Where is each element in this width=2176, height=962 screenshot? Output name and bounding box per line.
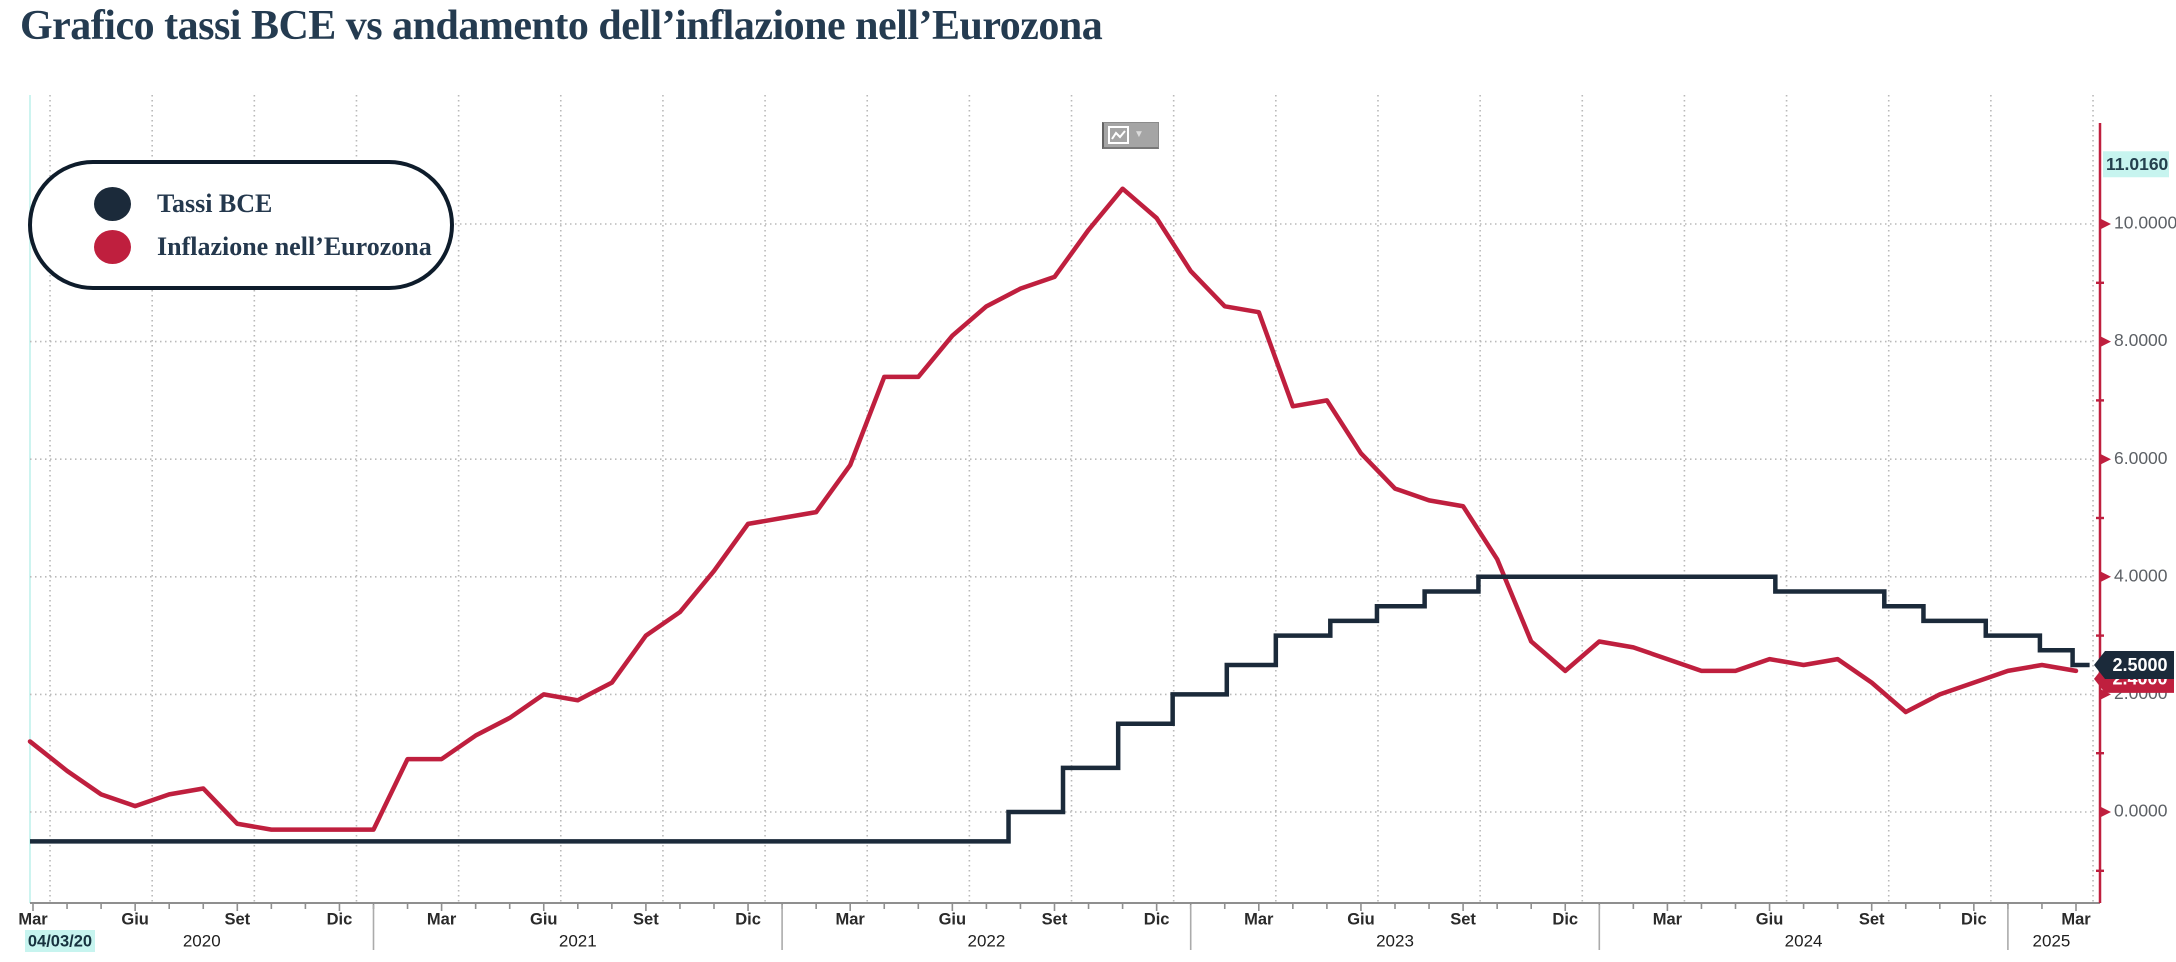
- page-title: Grafico tassi BCE vs andamento dell’infl…: [20, 3, 1103, 49]
- x-month-label: Giu: [1347, 910, 1375, 928]
- x-month-label: Set: [224, 910, 250, 928]
- y-axis-tick-arrow: [2101, 219, 2111, 229]
- x-month-label: Mar: [1653, 910, 1683, 928]
- legend-item-inflazione: Inflazione nell’Eurozona: [94, 229, 450, 264]
- x-month-label: Dic: [735, 910, 761, 928]
- last-value-badge-label: 2.5000: [2112, 655, 2167, 675]
- legend-label-tassi-bce: Tassi BCE: [157, 188, 273, 218]
- chart-type-button[interactable]: ▼: [1102, 122, 1159, 149]
- last-value-badge: [2094, 651, 2174, 679]
- x-month-label: Mar: [18, 910, 48, 928]
- start-date-label: 04/03/20: [28, 932, 92, 950]
- x-year-label: 2025: [2033, 931, 2071, 950]
- y-axis-minor-tick: [2096, 281, 2104, 284]
- legend-item-tassi-bce: Tassi BCE: [94, 186, 450, 221]
- x-month-label: Set: [1859, 910, 1885, 928]
- y-axis-minor-tick: [2096, 869, 2104, 872]
- y-axis-tick-arrow: [2101, 689, 2111, 700]
- x-month-label: Mar: [427, 910, 457, 928]
- y-axis-minor-tick: [2096, 516, 2104, 520]
- tassi-bce-line: [30, 574, 2090, 844]
- start-date-highlight: [25, 930, 95, 952]
- x-year-label: 2023: [1376, 931, 1414, 950]
- y-axis-minor-tick: [2096, 634, 2104, 637]
- x-month-label: Set: [1450, 910, 1476, 928]
- x-month-label: Giu: [121, 910, 149, 928]
- tassi-bce-dot-icon: [94, 186, 131, 221]
- axis-max-highlight: [2103, 151, 2169, 178]
- x-month-label: Dic: [1961, 910, 1987, 928]
- y-axis-tick-arrow: [2101, 454, 2111, 465]
- x-year-label: 2021: [559, 931, 597, 950]
- x-month-label: Dic: [1144, 910, 1170, 928]
- x-month-label: Giu: [1756, 910, 1784, 928]
- inflazione-dot-icon: [94, 229, 131, 264]
- y-axis-tick-label: 8.0000: [2114, 330, 2168, 350]
- axis-max-label: 11.0160: [2106, 154, 2169, 174]
- y-axis-minor-tick: [2096, 752, 2104, 755]
- legend-label-inflazione: Inflazione nell’Eurozona: [157, 231, 432, 261]
- x-year-label: 2022: [967, 931, 1005, 950]
- y-axis-tick-arrow: [2101, 571, 2111, 582]
- x-month-label: Dic: [327, 910, 353, 928]
- y-axis-tick-label: 10.0000: [2114, 213, 2176, 233]
- x-month-label: Set: [1042, 910, 1068, 928]
- y-axis-tick-arrow: [2101, 336, 2111, 347]
- x-month-label: Mar: [1244, 910, 1274, 928]
- y-axis-minor-tick: [2096, 399, 2104, 402]
- line-chart-icon: [1108, 125, 1129, 144]
- x-year-label: 2024: [1785, 931, 1823, 950]
- x-month-label: Giu: [939, 910, 967, 928]
- x-month-label: Set: [633, 910, 659, 928]
- y-axis-tick-label: 4.0000: [2114, 565, 2168, 585]
- y-axis-tick-label: 0.0000: [2114, 801, 2168, 821]
- x-month-label: Dic: [1552, 910, 1578, 928]
- y-axis-tick-arrow: [2101, 807, 2111, 817]
- x-year-label: 2020: [183, 931, 221, 950]
- inflazione-line: [27, 186, 2079, 832]
- y-axis-tick-label: 6.0000: [2114, 448, 2168, 468]
- chevron-down-icon: ▼: [1134, 129, 1144, 140]
- x-month-label: Giu: [530, 910, 558, 928]
- x-month-label: Mar: [2061, 910, 2091, 928]
- legend: Tassi BCE Inflazione nell’Eurozona: [28, 160, 454, 290]
- x-month-label: Mar: [836, 910, 866, 928]
